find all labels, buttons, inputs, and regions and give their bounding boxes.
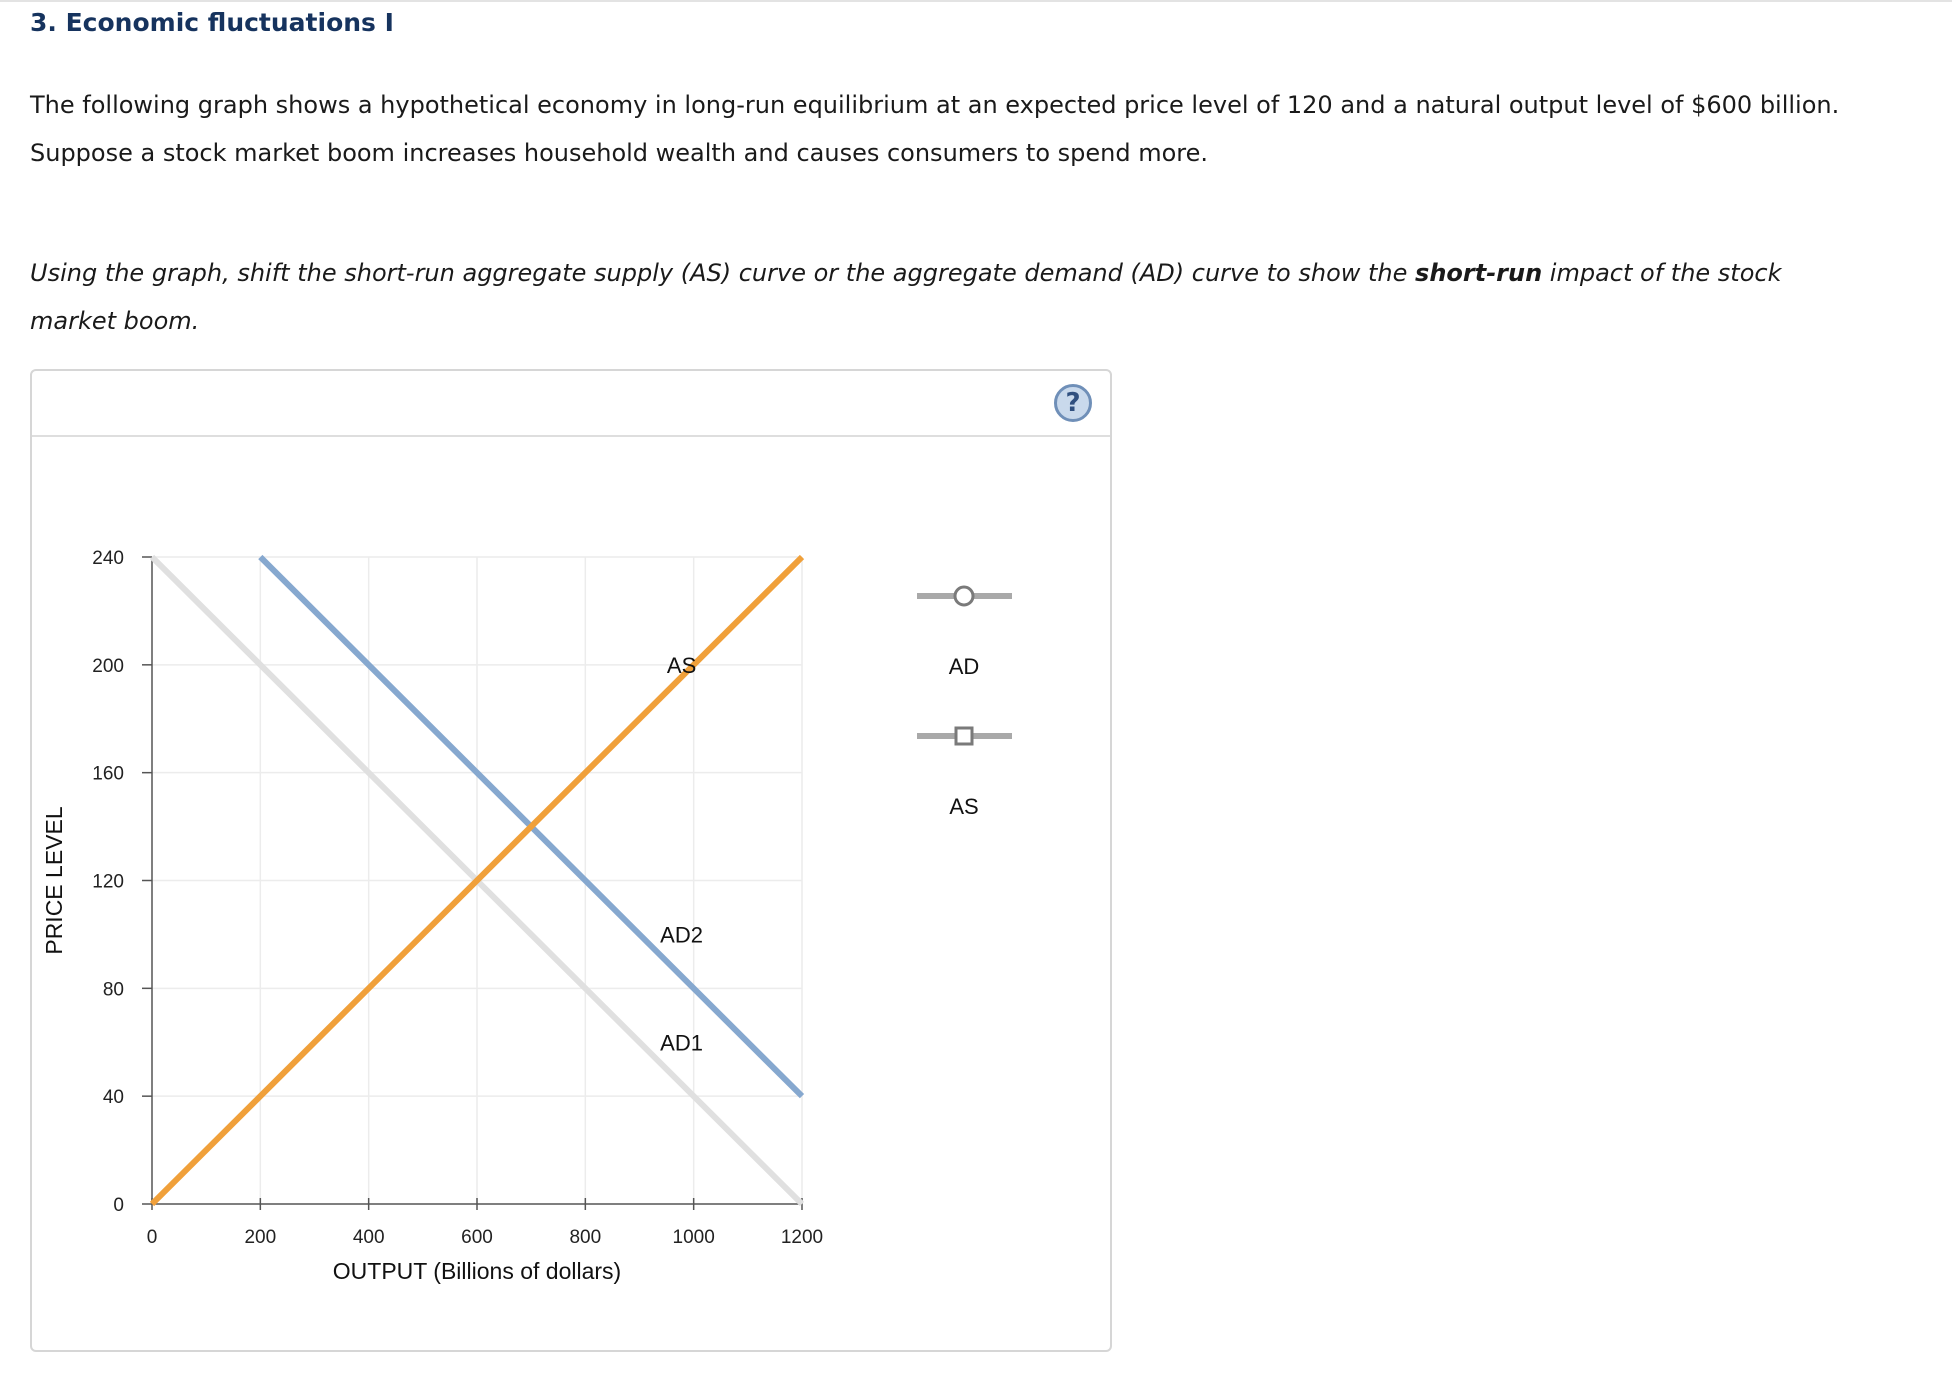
y-tick-label-160: 160 [92, 764, 124, 785]
y-tick-label-80: 80 [103, 979, 124, 1000]
top-divider [0, 0, 1952, 2]
curve-label-as: AS [667, 653, 696, 678]
y-tick-label-240: 240 [92, 548, 124, 569]
palette-label-ad: AD [949, 654, 980, 679]
axis-ticks: 0 200 400 600 800 1000 1200 0 40 80 120 160 200 240 [92, 548, 823, 1248]
curve-label-ad2: AD2 [660, 922, 703, 947]
x-tick-label-400: 400 [353, 1227, 385, 1248]
instruction-emphasis: short-run [1415, 259, 1543, 287]
question-instruction: Using the graph, shift the short-run agg… [30, 249, 1870, 345]
y-tick-label-40: 40 [103, 1087, 124, 1108]
curve-palette[interactable]: AD AS [917, 585, 1012, 819]
x-tick-label-600: 600 [461, 1227, 493, 1248]
y-tick-label-200: 200 [92, 656, 124, 677]
instruction-suffix: impact of the stock market boom. [30, 259, 1782, 335]
y-tick-label-0: 0 [113, 1195, 124, 1216]
curve-label-ad1: AD1 [660, 1030, 703, 1055]
instruction-prefix: Using the graph, shift the short-run agg… [30, 259, 1416, 287]
palette-item-as[interactable]: AS [917, 726, 1012, 819]
palette-label-as: AS [949, 794, 978, 819]
circle-marker-icon[interactable] [953, 585, 975, 607]
x-tick-label-0: 0 [147, 1227, 158, 1248]
curve-as[interactable] [149, 554, 805, 1207]
palette-item-ad[interactable]: AD [917, 585, 1012, 679]
square-marker-icon[interactable] [954, 726, 974, 746]
chart-curves[interactable] [149, 554, 805, 1207]
x-tick-label-1200: 1200 [781, 1227, 823, 1248]
y-tick-label-120: 120 [92, 872, 124, 893]
x-tick-label-800: 800 [569, 1227, 601, 1248]
y-axis-title: PRICE LEVEL [41, 806, 67, 954]
x-axis-title: OUTPUT (Billions of dollars) [333, 1258, 621, 1284]
curve-labels: AD1 AD2 AS [660, 653, 703, 1055]
x-tick-label-1000: 1000 [673, 1227, 715, 1248]
help-icon[interactable]: ? [1054, 384, 1092, 422]
question-description: The following graph shows a hypothetical… [30, 91, 1840, 167]
graph-panel-header: ? [32, 371, 1110, 437]
x-tick-label-200: 200 [244, 1227, 276, 1248]
question-title: 3. Economic fluctuations I [30, 8, 394, 37]
graph-panel: ? [30, 369, 1112, 1352]
